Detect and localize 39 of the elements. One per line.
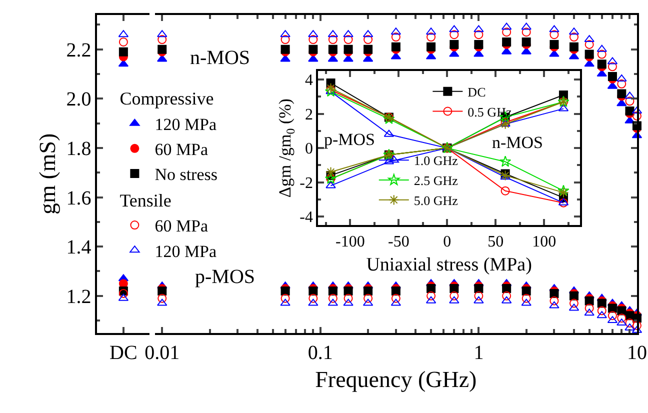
x-tick-label: 100 bbox=[532, 233, 556, 250]
annotation: n-MOS bbox=[190, 47, 250, 69]
legend-label: 60 MPa bbox=[154, 140, 209, 160]
legend-label: 5.0 GHz bbox=[414, 192, 458, 208]
x-tick-label: 50 bbox=[488, 233, 504, 250]
x-tick-label: 0.01 bbox=[144, 342, 180, 364]
x-tick-label: 1 bbox=[474, 342, 484, 364]
x-tick-label: -100 bbox=[336, 233, 365, 250]
x-tick-label: 0.1 bbox=[308, 342, 333, 364]
x-axis-title: Uniaxial stress (MPa) bbox=[366, 254, 532, 276]
y-tick-label: -4 bbox=[300, 209, 313, 226]
legend-label: 1.0 GHz bbox=[414, 153, 458, 168]
legend-label: DC bbox=[468, 84, 486, 100]
y-tick-label: 0 bbox=[304, 140, 313, 158]
annotation: p-MOS bbox=[324, 130, 376, 149]
x-tick-label: 10 bbox=[626, 342, 647, 364]
x-tick-label: DC bbox=[110, 342, 138, 364]
y-tick-label: 4 bbox=[304, 72, 313, 90]
legend-label: 120 MPa bbox=[154, 242, 218, 261]
annotation: p-MOS bbox=[195, 266, 256, 288]
x-axis-title: Frequency (GHz) bbox=[315, 366, 477, 392]
y-tick-label: 1.6 bbox=[66, 187, 92, 210]
legend-label: 2.5 GHz bbox=[414, 173, 458, 188]
legend-label: 120 MPa bbox=[154, 114, 218, 134]
text: Tensile bbox=[120, 190, 172, 210]
y-tick-label: 1.8 bbox=[66, 138, 92, 160]
y-tick-label: -2 bbox=[300, 174, 313, 192]
y-tick-label: 1.4 bbox=[66, 236, 92, 259]
text: Compressive bbox=[120, 88, 214, 109]
y-tick-label: 2.2 bbox=[66, 39, 92, 62]
y-axis-title: gm (mS) bbox=[35, 133, 60, 214]
y-tick-label: 2.0 bbox=[66, 88, 92, 111]
legend-label: No stress bbox=[154, 165, 218, 184]
y-tick-label: 2 bbox=[304, 106, 313, 124]
x-tick-label: -50 bbox=[388, 233, 410, 250]
x-tick-label: 0 bbox=[443, 233, 452, 250]
legend-label: 60 MPa bbox=[154, 216, 209, 236]
y-tick-label: 1.2 bbox=[66, 286, 92, 308]
annotation: n-MOS bbox=[492, 133, 544, 152]
